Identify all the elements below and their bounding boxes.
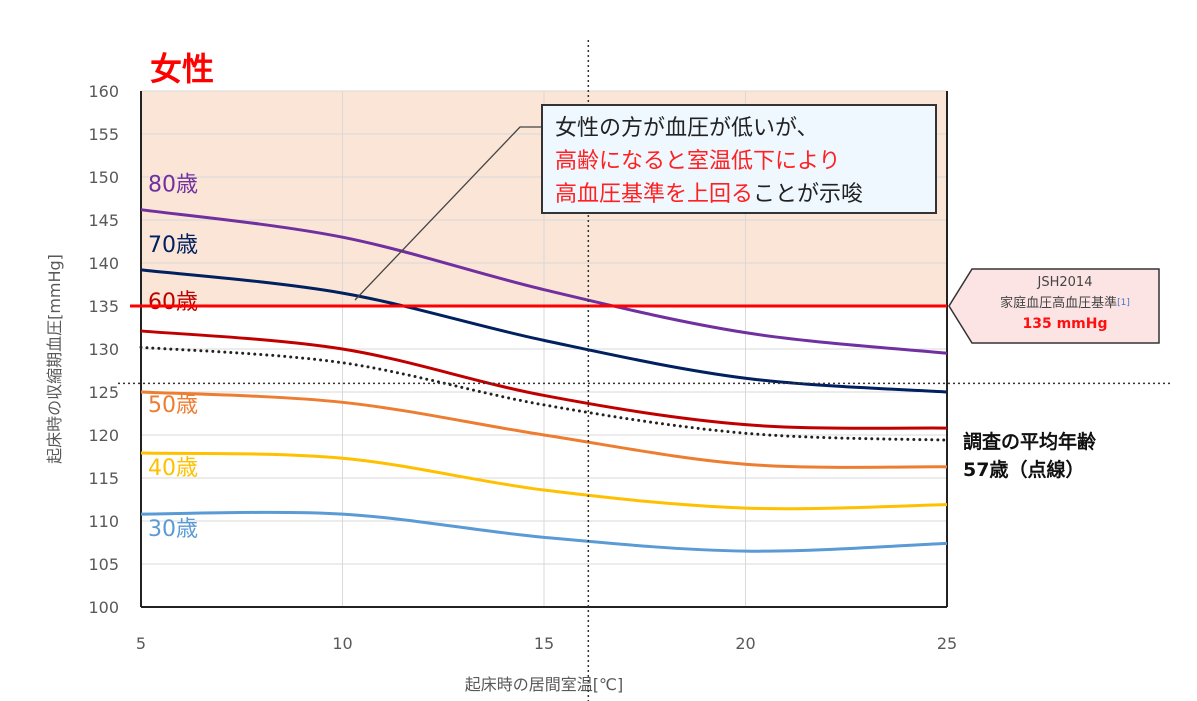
- y-tick-label: 145: [88, 211, 119, 230]
- reference-line-2: 家庭血圧高血圧基準[1]: [970, 293, 1160, 314]
- series-line-70歳: [140, 268, 948, 394]
- y-tick-label: 115: [88, 469, 119, 488]
- series-line-57歳: [139, 345, 949, 442]
- y-tick-label: 105: [88, 555, 119, 574]
- reference-label: JSH2014 家庭血圧高血圧基準[1] 135 mmHg: [970, 272, 1160, 335]
- reference-line-1: JSH2014: [1037, 275, 1093, 290]
- average-note-line-2: 57歳（点線）: [963, 459, 1085, 481]
- series-line-80歳: [140, 208, 948, 355]
- y-tick-label: 100: [88, 598, 119, 617]
- y-tick-label: 120: [88, 426, 119, 445]
- annotation-callout: 女性の方が血圧が低いが、 高齢になると室温低下により 高血圧基準を上回ることが示…: [541, 104, 937, 214]
- callout-leader-line: [354, 126, 541, 301]
- y-tick-label: 135: [88, 297, 119, 316]
- callout-line-3: 高血圧基準を上回ることが示唆: [555, 178, 935, 211]
- series-line-30歳: [140, 510, 948, 553]
- callout-line-3-rest: ことが示唆: [753, 182, 864, 207]
- x-tick-label: 10: [332, 634, 352, 653]
- y-axis-label: 起床時の収縮期血圧[mmHg]: [45, 254, 64, 464]
- chart-title: 女性: [150, 50, 215, 88]
- series-line-50歳: [140, 390, 948, 469]
- series-line-60歳: [140, 329, 948, 430]
- y-tick-label: 140: [88, 254, 119, 273]
- y-tick-label: 155: [88, 125, 119, 144]
- reference-value: 135 mmHg: [1022, 316, 1108, 332]
- y-tick-label: 110: [88, 512, 119, 531]
- y-tick-label: 160: [88, 82, 119, 101]
- series-label: 70歳: [148, 233, 198, 258]
- series-label: 50歳: [148, 393, 198, 418]
- callout-line-2: 高齢になると室温低下により: [555, 149, 841, 174]
- series-label: 80歳: [148, 173, 198, 198]
- average-age-note: 調査の平均年齢 57歳（点線）: [963, 428, 1096, 484]
- y-tick-label: 125: [88, 383, 119, 402]
- reference-line-2-text: 家庭血圧高血圧基準: [1000, 296, 1118, 311]
- x-axis-label: 起床時の居間室温[℃]: [465, 675, 623, 694]
- y-tick-label: 130: [88, 340, 119, 359]
- series-label: 40歳: [148, 456, 198, 481]
- series-label: 60歳: [148, 290, 198, 315]
- series-label: 30歳: [148, 517, 198, 542]
- y-tick-label: 150: [88, 168, 119, 187]
- average-note-line-1: 調査の平均年齢: [963, 431, 1097, 453]
- x-tick-label: 20: [735, 634, 755, 653]
- callout-line-3-red: 高血圧基準を上回る: [555, 182, 754, 207]
- series-line-40歳: [140, 451, 948, 511]
- reference-label-shape: [948, 268, 1160, 344]
- callout-line-1: 女性の方が血圧が低いが、: [555, 116, 819, 141]
- reference-citation: [1]: [1117, 298, 1130, 308]
- x-tick-label: 25: [937, 634, 957, 653]
- x-tick-label: 5: [136, 634, 146, 653]
- x-tick-label: 15: [534, 634, 554, 653]
